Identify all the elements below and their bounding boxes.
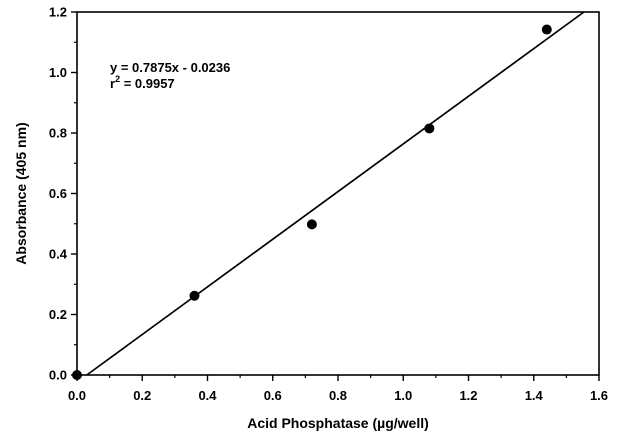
data-point — [541, 24, 552, 35]
x-tick-label: 0.4 — [198, 388, 217, 403]
data-point — [424, 123, 435, 134]
y-tick-label: 0.0 — [49, 368, 67, 383]
fit-line — [86, 11, 585, 376]
y-axis-ticks: 0.0 0.2 0.4 0.6 0.8 1.0 1.2 — [49, 5, 77, 383]
x-tick-label: 0.6 — [264, 388, 282, 403]
x-tick-label: 0.0 — [68, 388, 86, 403]
r-squared-value: = 0.9957 — [120, 76, 175, 91]
data-point — [189, 290, 200, 301]
y-tick-label: 0.4 — [49, 247, 68, 262]
y-tick-label: 1.0 — [49, 65, 67, 80]
x-tick-label: 0.8 — [329, 388, 347, 403]
x-tick-label: 0.2 — [133, 388, 151, 403]
x-tick-label: 1.4 — [525, 388, 544, 403]
x-axis-ticks: 0.0 0.2 0.4 0.6 0.8 1.0 1.2 1.4 1.6 — [68, 375, 608, 403]
x-tick-label: 1.2 — [459, 388, 477, 403]
y-tick-label: 0.8 — [49, 126, 67, 141]
r-squared-prefix: r — [110, 76, 115, 91]
y-axis-title: Absorbance (405 nm) — [13, 122, 29, 264]
x-tick-label: 1.0 — [394, 388, 412, 403]
x-tick-label: 1.6 — [590, 388, 608, 403]
y-tick-label: 0.2 — [49, 307, 67, 322]
r-squared-superscript: 2 — [115, 74, 120, 84]
y-tick-label: 0.6 — [49, 186, 67, 201]
fit-line-group — [86, 11, 585, 376]
data-point — [72, 370, 82, 380]
data-points — [72, 24, 552, 380]
equation-label: y = 0.7875x - 0.0236 — [110, 60, 230, 75]
x-axis-title: Acid Phosphatase (µg/well) — [247, 415, 429, 431]
data-point — [306, 219, 317, 230]
y-tick-label: 1.2 — [49, 5, 67, 20]
r-squared-label: r2 = 0.9957 — [110, 74, 175, 91]
